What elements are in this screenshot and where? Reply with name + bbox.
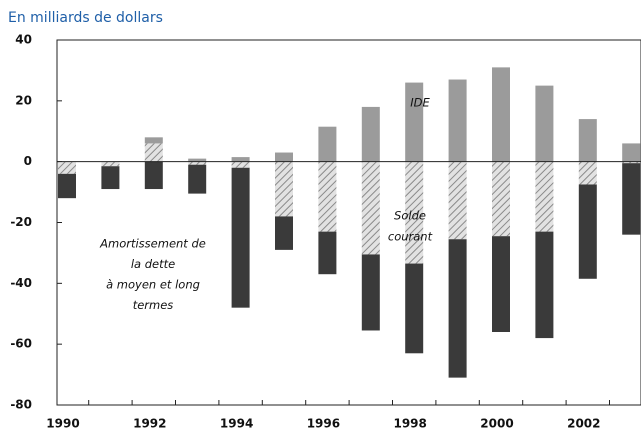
bar-segment xyxy=(188,164,207,194)
bar-segment xyxy=(448,239,467,378)
x-tick-label: 1992 xyxy=(133,417,166,431)
x-tick-label: 2002 xyxy=(567,417,600,431)
bar-segment xyxy=(535,161,554,232)
bar-segment xyxy=(231,161,250,168)
bar-segment xyxy=(144,161,163,190)
bar-segment xyxy=(405,82,424,162)
bar-segment xyxy=(578,119,597,162)
bar-segment xyxy=(318,126,337,162)
bar-segment xyxy=(622,163,641,235)
bar-segment xyxy=(361,254,380,331)
bar-segment xyxy=(58,161,76,174)
bar-segment xyxy=(318,161,337,232)
bar-segment xyxy=(275,161,293,217)
annotation: Solde xyxy=(394,209,426,223)
bar-segment xyxy=(448,79,467,162)
bar-segment xyxy=(144,143,163,162)
bar-segment xyxy=(535,85,554,162)
bar-segment xyxy=(578,184,597,279)
y-tick-label: -80 xyxy=(10,398,32,412)
bar-segment xyxy=(101,161,120,167)
bar-segment xyxy=(361,161,380,255)
x-tick-label: 1998 xyxy=(393,417,426,431)
bar-segment xyxy=(492,67,510,162)
x-tick-label: 1996 xyxy=(307,417,340,431)
x-tick-label: 1990 xyxy=(46,417,79,431)
y-tick-label: 40 xyxy=(15,33,32,47)
bar-segment xyxy=(492,236,510,332)
bar-segment xyxy=(448,161,467,240)
annotation: Amortissement de xyxy=(99,237,206,251)
bar-segment xyxy=(622,143,641,162)
y-tick-label: 20 xyxy=(15,93,32,107)
bar-segment xyxy=(231,167,250,308)
annotation: IDE xyxy=(410,96,430,110)
bar-segment xyxy=(188,158,207,162)
y-tick-label: -20 xyxy=(10,215,32,229)
annotation: la dette xyxy=(131,257,175,271)
annotation: courant xyxy=(388,230,433,244)
chart-title: En milliards de dollars xyxy=(8,10,163,26)
bar-segment xyxy=(492,161,510,237)
bar-segment xyxy=(58,173,76,199)
annotation: à moyen et long xyxy=(106,278,200,292)
bar-segment xyxy=(231,157,250,162)
bar-segment xyxy=(101,166,120,190)
bar-segment xyxy=(405,161,424,264)
bar-segment xyxy=(188,161,207,165)
bar-segment xyxy=(361,106,380,162)
bar-segment xyxy=(578,161,597,185)
y-tick-label: -60 xyxy=(10,337,32,351)
x-tick-label: 2000 xyxy=(480,417,513,431)
bar-segment xyxy=(622,161,641,164)
bar-segment xyxy=(144,137,163,144)
annotation: termes xyxy=(133,298,174,312)
bar-segment xyxy=(275,152,293,162)
bar-segment xyxy=(318,231,337,275)
y-tick-label: -40 xyxy=(10,276,32,290)
bar-segment xyxy=(405,263,424,354)
bar-segment xyxy=(535,231,554,339)
y-tick-label: 0 xyxy=(24,154,32,168)
x-tick-label: 1994 xyxy=(220,417,253,431)
bar-segment xyxy=(275,216,293,250)
